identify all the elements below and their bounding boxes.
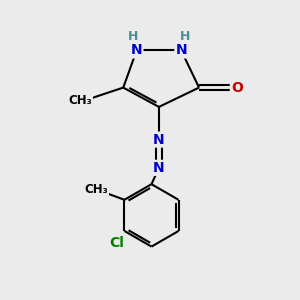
- Text: CH₃: CH₃: [68, 94, 92, 107]
- Text: CH₃: CH₃: [84, 183, 108, 196]
- Text: N: N: [153, 161, 165, 175]
- Text: N: N: [176, 44, 187, 57]
- Text: O: O: [231, 81, 243, 94]
- Text: H: H: [128, 30, 138, 43]
- Text: H: H: [180, 30, 190, 43]
- Text: N: N: [153, 133, 165, 147]
- Text: Cl: Cl: [110, 236, 124, 250]
- Text: N: N: [131, 44, 142, 57]
